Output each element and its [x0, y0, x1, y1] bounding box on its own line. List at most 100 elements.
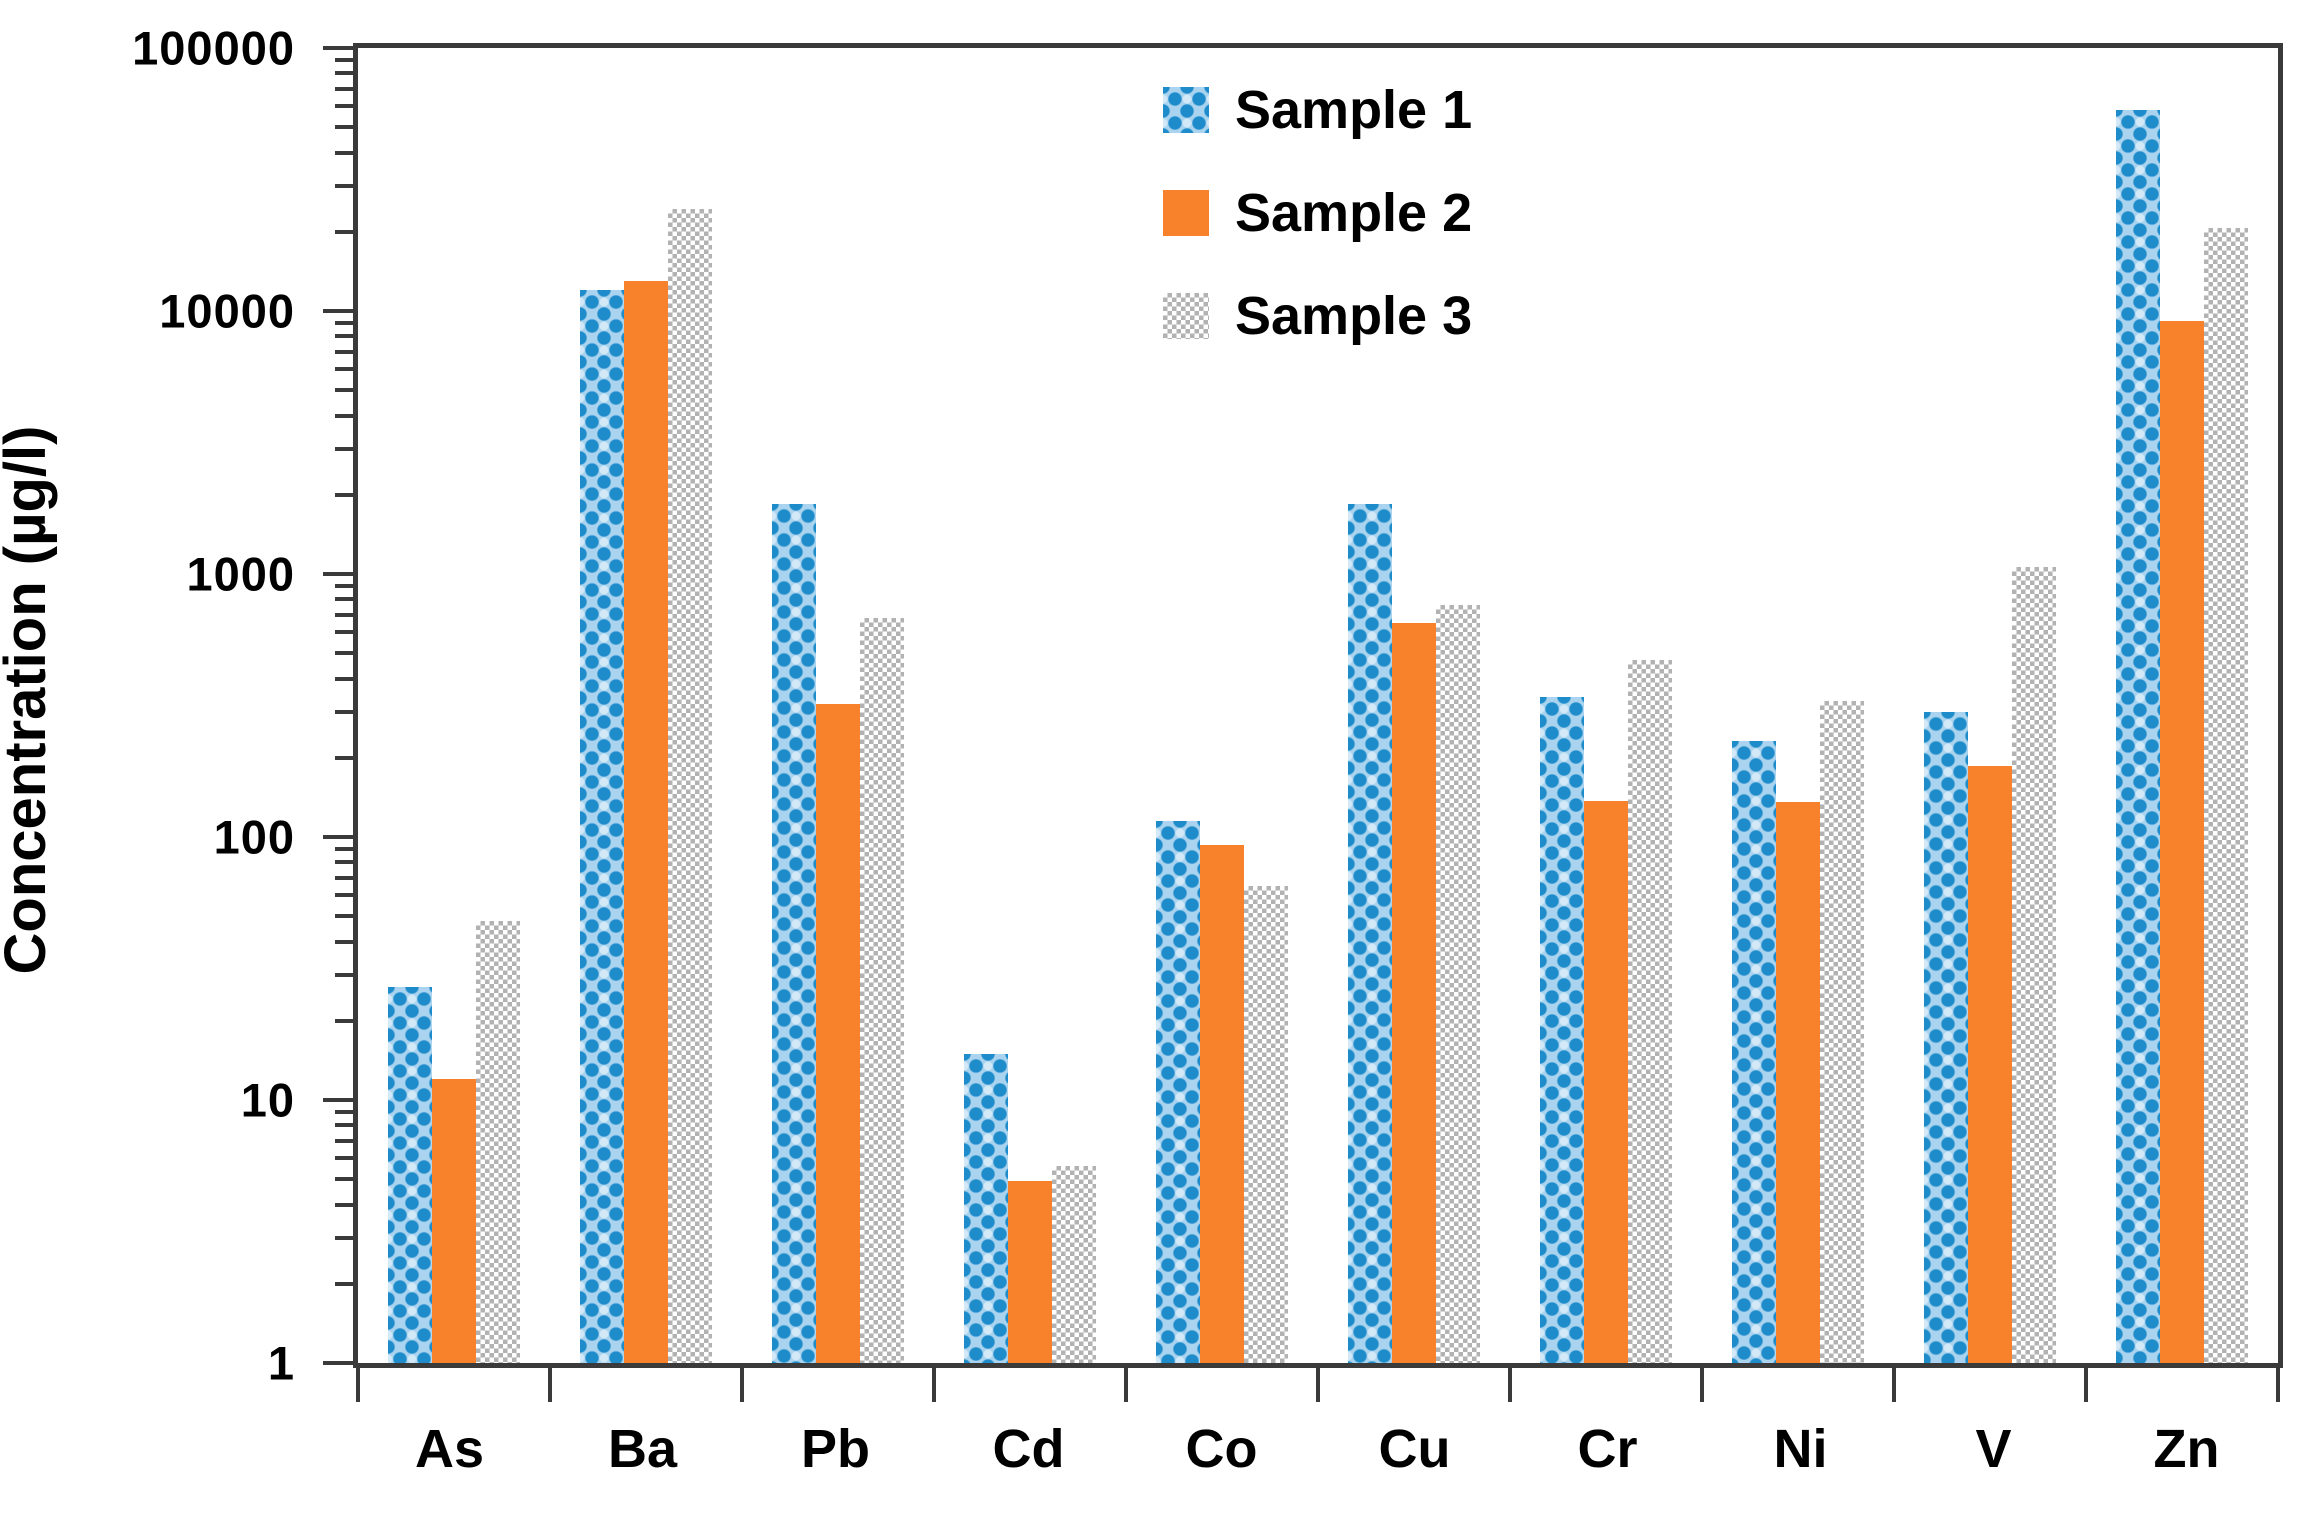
y-axis-minor-tick: [335, 612, 353, 617]
y-axis-minor-tick: [335, 1123, 353, 1128]
y-axis-title: Concentration (µg/l): [0, 425, 58, 975]
x-axis-category-label: Zn: [2153, 1419, 2220, 1479]
y-axis-minor-tick: [335, 1177, 353, 1182]
bar-v-sample-2: [1968, 765, 2012, 1363]
y-axis-minor-tick: [335, 183, 353, 188]
y-axis-minor-tick: [335, 321, 353, 326]
x-axis-category-label: Cr: [1577, 1419, 1638, 1479]
legend-item-sample-2: Sample 2: [1163, 178, 1472, 248]
y-axis-minor-tick: [335, 847, 353, 852]
bar-co-sample-1: [1156, 821, 1200, 1363]
x-axis-category-label: Ba: [607, 1419, 678, 1479]
y-axis-tick-label: 10: [240, 1073, 295, 1127]
legend-label: Sample 2: [1235, 183, 1473, 243]
bar-cr-sample-1: [1540, 697, 1584, 1363]
y-axis-minor-tick: [335, 334, 353, 339]
y-axis-minor-tick: [335, 1110, 353, 1115]
bar-pb-sample-3: [860, 618, 904, 1363]
bar-ni-sample-1: [1732, 740, 1776, 1363]
legend-item-sample-3: Sample 3: [1163, 281, 1472, 351]
x-axis-tick: [1124, 1368, 1128, 1402]
y-axis-minor-tick: [335, 1235, 353, 1240]
y-axis-minor-tick: [335, 875, 353, 880]
y-axis-minor-tick: [335, 914, 353, 919]
x-axis-category-label: Pb: [800, 1419, 870, 1479]
x-axis-category-label: As: [414, 1419, 485, 1479]
bar-zn-sample-1: [2116, 110, 2160, 1363]
y-axis-minor-tick: [335, 1156, 353, 1161]
y-axis-minor-tick: [335, 939, 353, 944]
bar-as-sample-1: [388, 986, 432, 1363]
y-axis-minor-tick: [335, 104, 353, 109]
y-axis-minor-tick: [335, 349, 353, 354]
bar-v-sample-3: [2012, 567, 2056, 1363]
y-axis-minor-tick: [335, 492, 353, 497]
y-axis-tick-label: 1000: [186, 547, 295, 601]
y-axis-minor-tick: [335, 1018, 353, 1023]
bar-as-sample-3: [476, 920, 520, 1363]
y-axis-minor-tick: [335, 150, 353, 155]
bar-zn-sample-2: [2160, 320, 2204, 1363]
bar-cu-sample-2: [1392, 623, 1436, 1363]
y-axis-minor-tick: [335, 584, 353, 589]
y-axis-minor-tick: [335, 1202, 353, 1207]
x-axis-category-label: Ni: [1773, 1419, 1828, 1479]
y-axis-major-tick: [323, 572, 353, 576]
bar-ni-sample-2: [1776, 801, 1820, 1363]
y-axis-minor-tick: [335, 388, 353, 393]
y-axis-minor-tick: [335, 630, 353, 635]
y-axis-tick-label: 10000: [159, 284, 295, 338]
y-axis-tick-label: 1: [267, 1336, 295, 1390]
y-axis-minor-tick: [335, 597, 353, 602]
y-axis-major-tick: [323, 1361, 353, 1365]
y-axis-tick-label: 100: [213, 810, 295, 864]
y-axis-major-tick: [323, 1098, 353, 1102]
bar-ba-sample-1: [580, 290, 624, 1363]
x-axis-tick: [356, 1368, 360, 1402]
bar-cu-sample-3: [1436, 605, 1480, 1363]
y-axis-minor-tick: [335, 367, 353, 372]
y-axis-minor-tick: [335, 893, 353, 898]
bar-co-sample-2: [1200, 845, 1244, 1363]
bar-cr-sample-2: [1584, 801, 1628, 1363]
x-axis-tick: [1316, 1368, 1320, 1402]
x-axis-tick: [2084, 1368, 2088, 1402]
x-axis-tick: [740, 1368, 744, 1402]
x-axis-tick: [1892, 1368, 1896, 1402]
bar-cd-sample-1: [964, 1053, 1008, 1363]
x-axis-category-label: Cu: [1378, 1419, 1451, 1479]
x-axis-category-label: Cd: [992, 1419, 1065, 1479]
x-axis-tick: [548, 1368, 552, 1402]
y-axis-minor-tick: [335, 651, 353, 656]
bar-pb-sample-1: [772, 503, 816, 1363]
y-axis-minor-tick: [335, 972, 353, 977]
sample-2-swatch-icon: [1163, 190, 1209, 236]
y-axis-minor-tick: [335, 1138, 353, 1143]
bar-zn-sample-3: [2204, 228, 2248, 1363]
y-axis-minor-tick: [335, 413, 353, 418]
plot-area: 1 10 100 1000 10000 100000: [132, 22, 2283, 1402]
y-axis-major-tick: [323, 309, 353, 313]
y-axis-minor-tick: [335, 676, 353, 681]
y-axis-minor-tick: [335, 860, 353, 865]
bar-cu-sample-1: [1348, 503, 1392, 1363]
y-axis-minor-tick: [335, 446, 353, 451]
bar-cd-sample-3: [1052, 1166, 1096, 1363]
sample-1-swatch-icon: [1163, 87, 1209, 133]
y-axis-minor-tick: [335, 125, 353, 130]
x-axis-category-label: Co: [1185, 1419, 1258, 1479]
bar-cd-sample-2: [1008, 1181, 1052, 1363]
y-axis-tick-label: 100000: [132, 21, 295, 75]
x-axis-tick: [1700, 1368, 1704, 1402]
y-axis-minor-tick: [335, 71, 353, 76]
y-axis-major-tick: [323, 46, 353, 50]
bar-ba-sample-3: [668, 208, 712, 1363]
y-axis-minor-tick: [335, 229, 353, 234]
y-axis-minor-tick: [335, 58, 353, 63]
y-axis-minor-tick: [335, 755, 353, 760]
legend: Sample 1 Sample 2 Sample 3: [1163, 75, 1472, 384]
y-axis-minor-tick: [335, 1281, 353, 1286]
sample-3-swatch-icon: [1163, 293, 1209, 339]
bar-ni-sample-3: [1820, 700, 1864, 1363]
